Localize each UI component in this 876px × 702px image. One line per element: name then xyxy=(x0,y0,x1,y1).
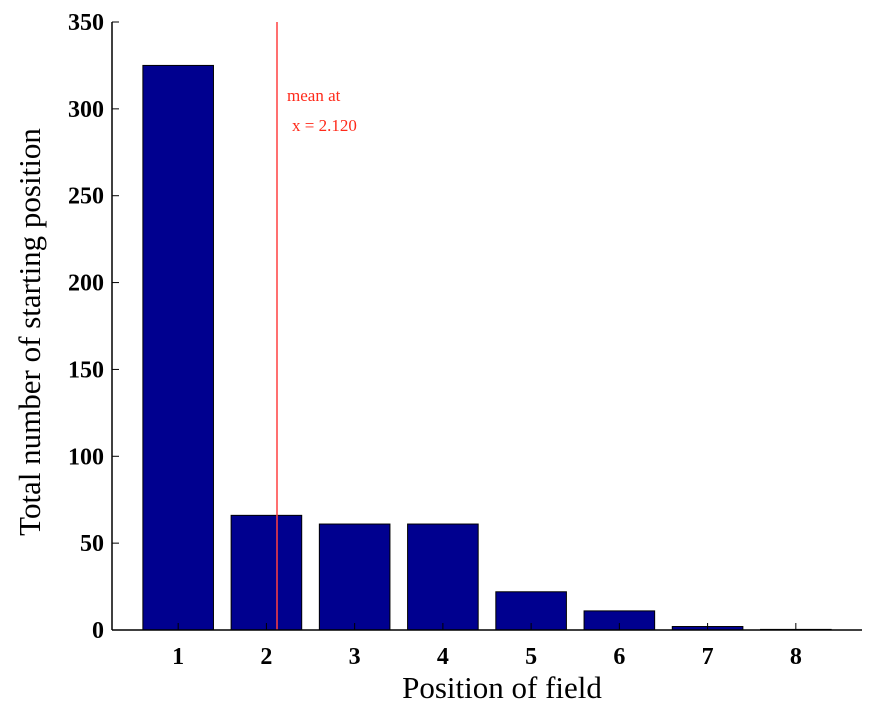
y-axis-title: Total number of starting position xyxy=(12,128,47,536)
axes-group xyxy=(111,22,862,631)
y-ticks-group: 0 50 100 150 200 250 300 350 xyxy=(68,10,119,644)
x-tick-label-6: 6 xyxy=(613,644,625,670)
y-tick-label-300: 300 xyxy=(68,97,104,123)
x-tick-label-3: 3 xyxy=(349,644,361,670)
x-ticks-group: 1 2 3 4 5 6 7 8 xyxy=(172,623,802,670)
bar-4 xyxy=(407,523,479,631)
mean-annotation-line2: x = 2.120 xyxy=(292,116,357,135)
x-tick-label-8: 8 xyxy=(790,644,802,670)
x-tick-label-4: 4 xyxy=(437,644,449,670)
y-tick-label-0: 0 xyxy=(92,618,104,644)
y-tick-label-150: 150 xyxy=(68,357,104,383)
y-tick-label-250: 250 xyxy=(68,184,104,210)
x-tick-label-2: 2 xyxy=(260,644,272,670)
bar-2 xyxy=(230,514,303,631)
bar-1 xyxy=(142,64,214,631)
bar-3 xyxy=(318,523,391,631)
y-tick-label-100: 100 xyxy=(68,444,104,470)
x-axis-title: Position of field xyxy=(402,670,602,702)
y-tick-label-200: 200 xyxy=(68,271,104,297)
bars-group xyxy=(142,64,832,631)
x-tick-label-5: 5 xyxy=(525,644,537,670)
mean-annotation-line1: mean at xyxy=(287,86,341,105)
x-tick-label-7: 7 xyxy=(702,644,714,670)
y-tick-label-350: 350 xyxy=(68,10,104,36)
y-tick-label-50: 50 xyxy=(80,531,104,557)
x-tick-label-1: 1 xyxy=(172,644,184,670)
